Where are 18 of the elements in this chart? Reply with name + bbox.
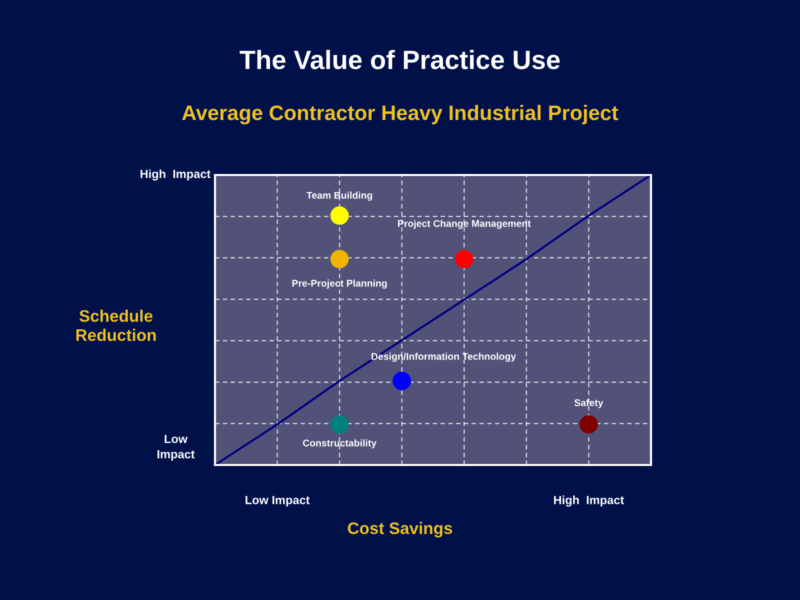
series-label: Team Building [306, 192, 372, 201]
series-label: Constructability [302, 439, 377, 448]
series-label: Pre-Project Planning [292, 280, 387, 289]
point [330, 250, 349, 268]
text: Low Impact [158, 434, 195, 461]
point [392, 372, 412, 390]
point [580, 415, 598, 434]
point [330, 206, 349, 225]
text: Project Change Management [398, 220, 531, 229]
text: Design/Information Technology [372, 352, 516, 362]
y-axis-title: Schedule Reduction [76, 310, 156, 342]
chart-title: The Value of Practice Use [240, 50, 560, 70]
chart-subtitle: Average Contractor Heavy Industrial Project [182, 104, 618, 124]
point [454, 250, 474, 268]
series-label: Safety [574, 399, 604, 408]
text: High Impact [140, 169, 210, 181]
x-axis-title: Cost Savings [348, 522, 452, 538]
point [330, 415, 349, 434]
